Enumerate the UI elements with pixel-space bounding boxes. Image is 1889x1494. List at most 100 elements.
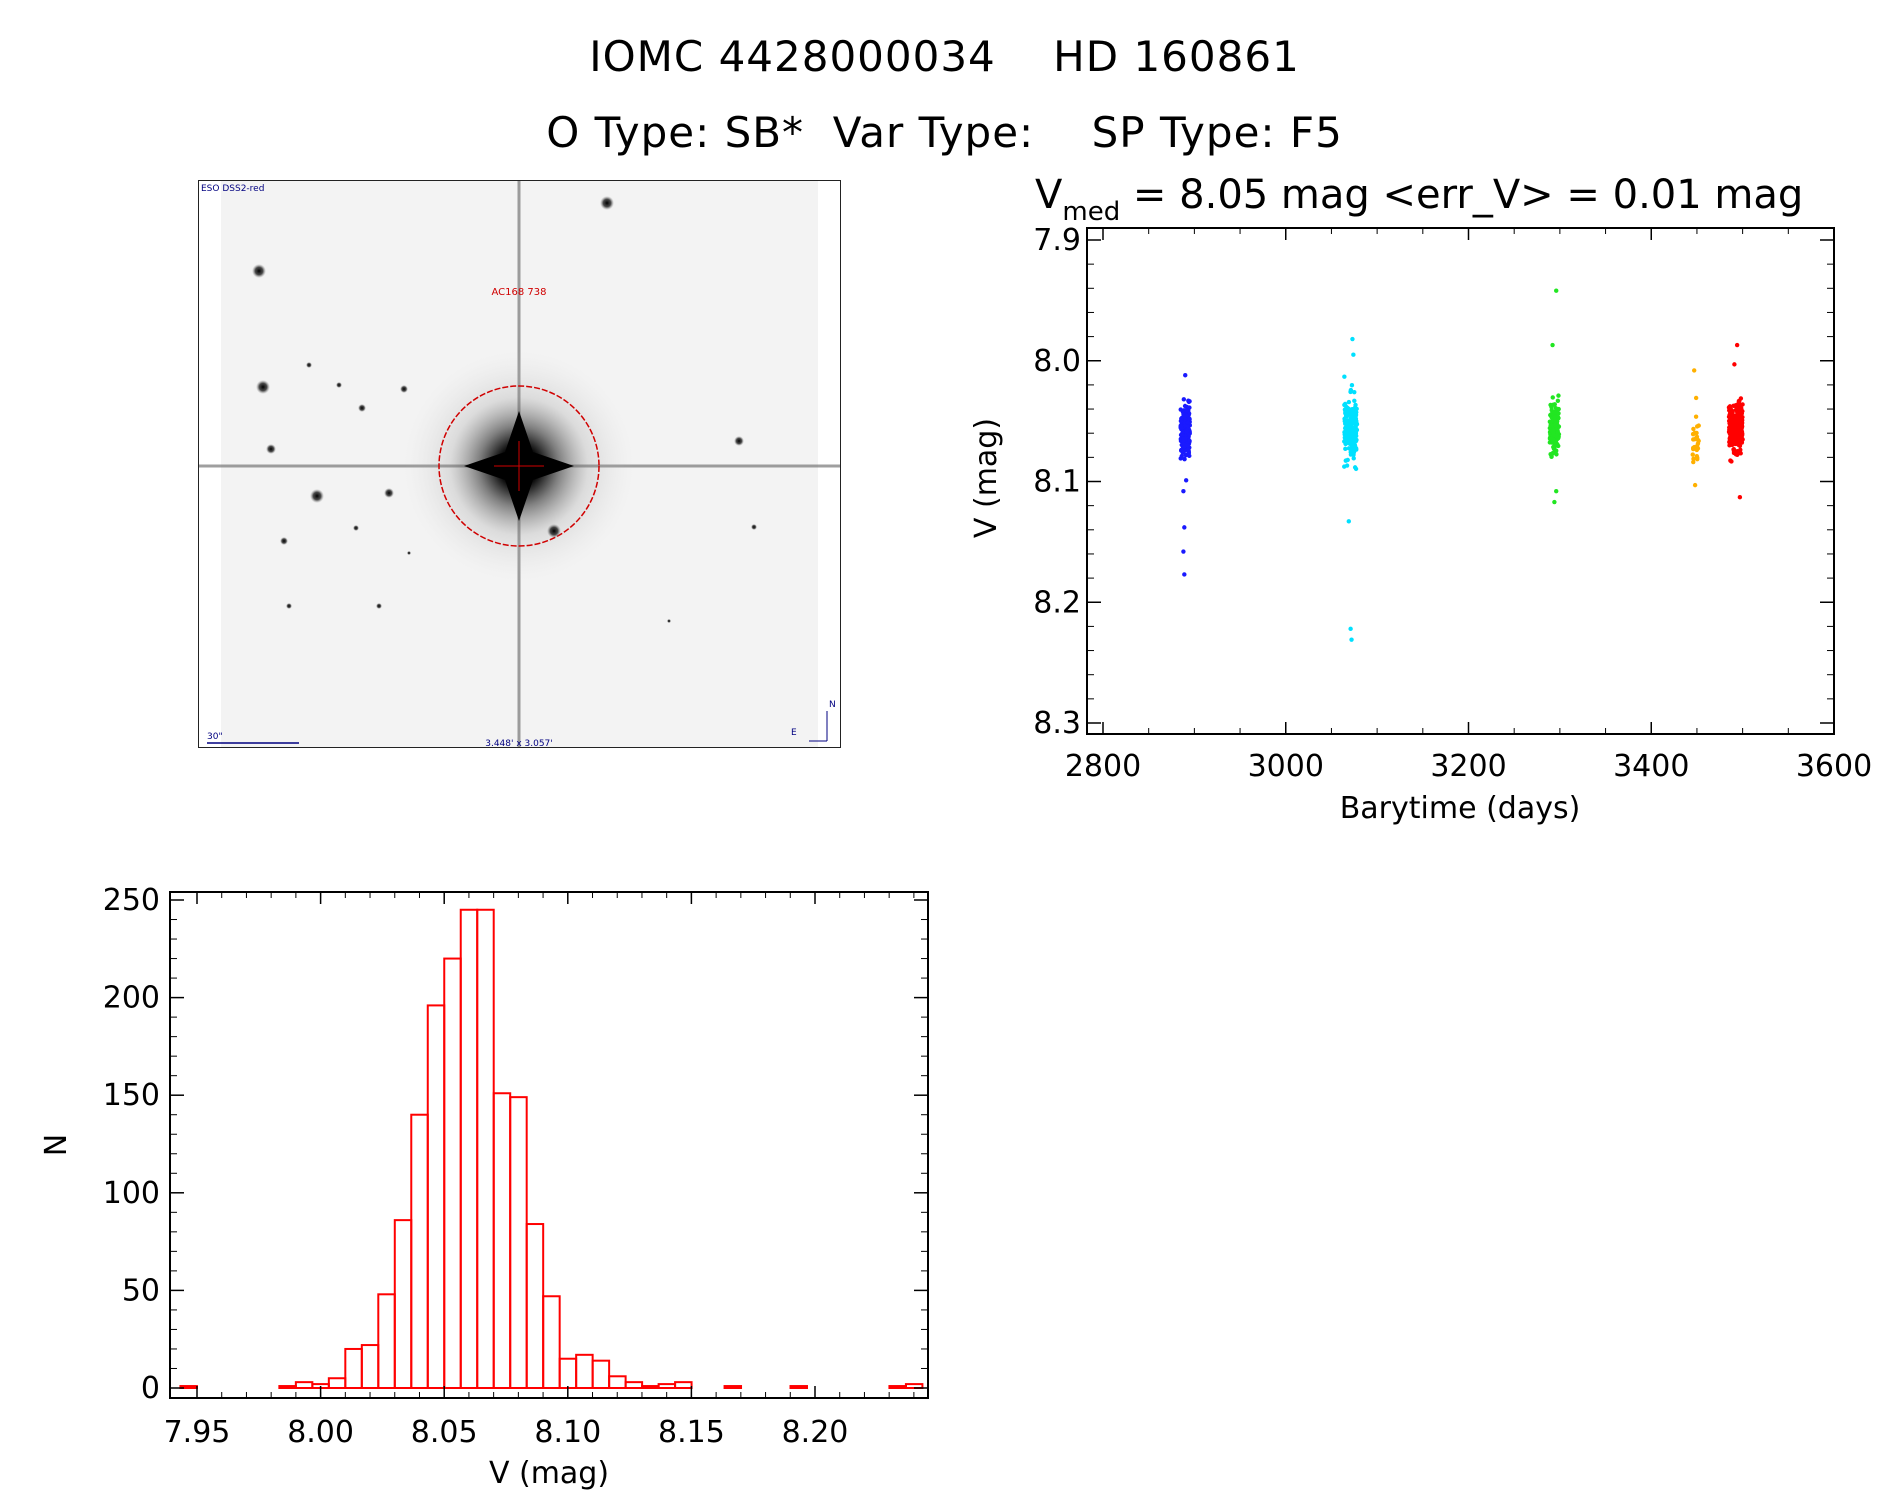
data-point bbox=[1179, 453, 1184, 459]
data-point bbox=[1737, 494, 1743, 500]
data-point bbox=[1345, 436, 1351, 441]
y-tick-label: 50 bbox=[122, 1273, 160, 1308]
data-point bbox=[1346, 432, 1352, 438]
x-tick-label: 2800 bbox=[1065, 749, 1141, 784]
light-curve-title-main: V bbox=[1035, 172, 1063, 218]
histogram-bar bbox=[344, 1347, 363, 1389]
data-point bbox=[1348, 427, 1353, 432]
data-point bbox=[1344, 429, 1350, 434]
histogram-bar bbox=[492, 1092, 512, 1390]
data-point bbox=[1549, 436, 1554, 441]
data-point bbox=[1183, 453, 1188, 458]
data-point bbox=[1693, 414, 1699, 419]
data-point bbox=[1179, 448, 1184, 453]
histogram-bar bbox=[558, 1357, 578, 1389]
data-point bbox=[1348, 449, 1353, 455]
histogram-chart: 7.95 8.00 8.05 8.10 8.15 8.20050100150200250 … bbox=[39, 883, 929, 1491]
data-point bbox=[1691, 426, 1696, 432]
histogram-bar bbox=[657, 1383, 677, 1389]
light-curve-title: Vmed = 8.05 mag <err_V> = 0.01 mag bbox=[1035, 172, 1803, 227]
data-point bbox=[1185, 443, 1191, 448]
histogram-frame bbox=[169, 891, 929, 1399]
data-point bbox=[1183, 373, 1188, 378]
data-point bbox=[1694, 435, 1699, 440]
field-star bbox=[600, 196, 614, 210]
field-star bbox=[266, 444, 276, 454]
histogram-bar bbox=[476, 908, 495, 1389]
data-point bbox=[1348, 423, 1354, 428]
y-tick-label: 8.1 bbox=[1033, 465, 1081, 500]
data-point bbox=[1733, 407, 1739, 413]
data-point bbox=[1556, 393, 1561, 398]
y-tick-label: 0 bbox=[141, 1371, 160, 1406]
data-point bbox=[1734, 430, 1740, 436]
data-point bbox=[1552, 499, 1557, 505]
data-point bbox=[1696, 423, 1701, 428]
data-point bbox=[1735, 438, 1740, 443]
data-point bbox=[1350, 443, 1355, 449]
data-point bbox=[1551, 428, 1556, 433]
data-point bbox=[1551, 444, 1556, 450]
x-tick-label: 7.95 bbox=[164, 1415, 231, 1450]
data-point bbox=[1740, 414, 1745, 420]
histogram-bar bbox=[591, 1359, 611, 1389]
light-curve-points bbox=[1178, 288, 1745, 642]
data-point bbox=[1554, 448, 1559, 453]
data-point bbox=[1740, 437, 1745, 443]
data-point bbox=[1740, 402, 1745, 407]
data-point bbox=[1547, 440, 1553, 445]
data-point bbox=[1549, 423, 1554, 428]
data-point bbox=[1737, 443, 1743, 448]
data-point bbox=[1182, 456, 1187, 462]
y-tick-label: 200 bbox=[103, 981, 160, 1016]
histogram-ylabel: N bbox=[39, 1134, 74, 1156]
x-tick-label: 8.20 bbox=[782, 1415, 849, 1450]
data-point bbox=[1344, 409, 1350, 415]
data-point bbox=[1692, 482, 1698, 488]
histogram-bar bbox=[525, 1223, 545, 1389]
data-point bbox=[1346, 446, 1352, 451]
data-point bbox=[1181, 436, 1186, 442]
data-point bbox=[1343, 446, 1348, 452]
histogram-bar bbox=[294, 1381, 314, 1390]
histogram-bar bbox=[789, 1385, 808, 1389]
data-point bbox=[1342, 439, 1347, 444]
data-point bbox=[1727, 424, 1733, 430]
data-point bbox=[1739, 411, 1745, 416]
data-point bbox=[1353, 402, 1358, 408]
data-point bbox=[1550, 395, 1555, 400]
x-tick-label: 3000 bbox=[1248, 749, 1324, 784]
data-point bbox=[1553, 405, 1558, 411]
data-point bbox=[1349, 637, 1354, 642]
data-point bbox=[1350, 336, 1355, 342]
y-tick-label: 250 bbox=[103, 883, 160, 918]
data-point bbox=[1187, 438, 1192, 444]
light-curve-chart: 2800 3000 3200 3400 3600 7.9 8.0 8.1 8.2 8.3 Vmed… bbox=[969, 172, 1872, 826]
data-point bbox=[1179, 416, 1184, 421]
field-star bbox=[751, 524, 757, 530]
data-point bbox=[1727, 405, 1733, 411]
data-point bbox=[1694, 430, 1699, 436]
data-point bbox=[1352, 389, 1357, 395]
y-tick-label: 100 bbox=[103, 1176, 160, 1211]
light-curve-xlabel: Barytime (days) bbox=[1340, 791, 1581, 826]
histogram-bar bbox=[393, 1219, 413, 1390]
data-point bbox=[1184, 428, 1190, 434]
data-point bbox=[1735, 452, 1740, 458]
data-point bbox=[1732, 362, 1737, 367]
x-tick-label: 8.00 bbox=[287, 1415, 354, 1450]
histogram-bar bbox=[542, 1295, 561, 1389]
data-point bbox=[1354, 418, 1359, 424]
data-point bbox=[1553, 418, 1558, 423]
data-point bbox=[1732, 426, 1737, 432]
data-point bbox=[1733, 403, 1738, 408]
x-tick-label: 3600 bbox=[1796, 749, 1872, 784]
data-point bbox=[1727, 436, 1732, 441]
data-point bbox=[1344, 420, 1350, 425]
field-star bbox=[336, 382, 342, 388]
data-point bbox=[1734, 342, 1740, 348]
histogram-bar bbox=[509, 1096, 528, 1389]
data-point bbox=[1346, 399, 1352, 405]
data-point bbox=[1181, 442, 1187, 447]
figure-title-line2: O Type: SB* Var Type: SP Type: F5 bbox=[546, 108, 1343, 157]
